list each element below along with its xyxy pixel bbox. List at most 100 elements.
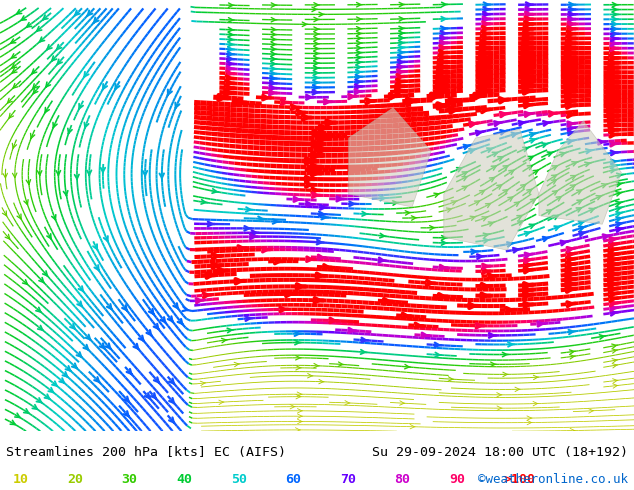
FancyArrowPatch shape (524, 103, 533, 107)
FancyArrowPatch shape (100, 343, 105, 349)
FancyArrowPatch shape (271, 57, 277, 61)
FancyArrowPatch shape (310, 168, 320, 172)
FancyArrowPatch shape (72, 364, 77, 368)
FancyArrowPatch shape (103, 84, 107, 90)
FancyArrowPatch shape (567, 131, 575, 135)
FancyArrowPatch shape (356, 70, 362, 74)
FancyArrowPatch shape (320, 205, 327, 210)
FancyArrowPatch shape (56, 171, 60, 175)
FancyArrowPatch shape (552, 180, 557, 184)
FancyArrowPatch shape (30, 133, 35, 139)
FancyArrowPatch shape (306, 95, 313, 99)
FancyArrowPatch shape (567, 31, 576, 36)
FancyArrowPatch shape (319, 12, 325, 17)
FancyArrowPatch shape (399, 41, 405, 45)
FancyArrowPatch shape (487, 148, 494, 152)
FancyArrowPatch shape (566, 89, 576, 94)
FancyArrowPatch shape (560, 152, 567, 156)
FancyArrowPatch shape (612, 31, 618, 36)
FancyArrowPatch shape (270, 81, 277, 85)
FancyArrowPatch shape (437, 89, 448, 94)
FancyArrowPatch shape (441, 26, 448, 31)
FancyArrowPatch shape (526, 7, 533, 12)
FancyArrowPatch shape (611, 51, 618, 55)
FancyArrowPatch shape (320, 126, 329, 130)
FancyArrowPatch shape (63, 372, 68, 377)
FancyArrowPatch shape (314, 131, 323, 135)
FancyArrowPatch shape (569, 350, 576, 354)
FancyArrowPatch shape (262, 247, 270, 252)
FancyArrowPatch shape (560, 241, 568, 245)
FancyArrowPatch shape (280, 307, 288, 312)
FancyArrowPatch shape (471, 249, 478, 254)
FancyArrowPatch shape (547, 210, 552, 214)
FancyArrowPatch shape (524, 26, 533, 31)
FancyArrowPatch shape (13, 173, 17, 178)
FancyArrowPatch shape (380, 233, 386, 238)
FancyArrowPatch shape (94, 377, 100, 382)
FancyArrowPatch shape (271, 3, 277, 7)
FancyArrowPatch shape (238, 246, 246, 250)
FancyArrowPatch shape (258, 217, 264, 221)
FancyArrowPatch shape (483, 12, 490, 17)
FancyArrowPatch shape (609, 119, 618, 123)
FancyArrowPatch shape (115, 84, 119, 90)
FancyArrowPatch shape (399, 17, 405, 21)
FancyArrowPatch shape (611, 41, 618, 46)
FancyArrowPatch shape (378, 258, 386, 262)
FancyArrowPatch shape (608, 95, 618, 99)
FancyArrowPatch shape (297, 414, 302, 418)
FancyArrowPatch shape (438, 70, 448, 74)
FancyArrowPatch shape (441, 31, 448, 36)
FancyArrowPatch shape (616, 201, 623, 206)
FancyArrowPatch shape (399, 36, 405, 40)
FancyArrowPatch shape (567, 258, 575, 262)
FancyArrowPatch shape (484, 239, 490, 243)
FancyArrowPatch shape (314, 364, 320, 368)
FancyArrowPatch shape (84, 345, 89, 350)
FancyArrowPatch shape (318, 255, 326, 260)
FancyArrowPatch shape (403, 314, 411, 318)
FancyArrowPatch shape (482, 36, 490, 41)
FancyArrowPatch shape (566, 70, 576, 74)
FancyArrowPatch shape (167, 90, 172, 95)
FancyArrowPatch shape (228, 42, 234, 47)
FancyArrowPatch shape (200, 381, 205, 386)
FancyArrowPatch shape (75, 10, 80, 16)
FancyArrowPatch shape (12, 64, 16, 68)
FancyArrowPatch shape (26, 180, 30, 184)
FancyArrowPatch shape (313, 142, 323, 146)
FancyArrowPatch shape (566, 268, 575, 272)
FancyArrowPatch shape (107, 304, 112, 309)
FancyArrowPatch shape (609, 258, 618, 262)
FancyArrowPatch shape (609, 287, 618, 292)
FancyArrowPatch shape (489, 177, 495, 182)
FancyArrowPatch shape (435, 352, 441, 357)
FancyArrowPatch shape (525, 17, 533, 22)
FancyArrowPatch shape (320, 136, 329, 141)
FancyArrowPatch shape (427, 281, 435, 285)
FancyArrowPatch shape (212, 189, 219, 193)
FancyArrowPatch shape (397, 79, 405, 84)
FancyArrowPatch shape (52, 381, 57, 386)
FancyArrowPatch shape (345, 401, 350, 405)
FancyArrowPatch shape (543, 121, 550, 125)
FancyArrowPatch shape (204, 293, 211, 297)
FancyArrowPatch shape (533, 375, 539, 380)
FancyArrowPatch shape (616, 182, 623, 187)
FancyArrowPatch shape (173, 303, 178, 309)
FancyArrowPatch shape (481, 84, 490, 89)
FancyArrowPatch shape (227, 61, 234, 66)
FancyArrowPatch shape (609, 282, 618, 287)
FancyArrowPatch shape (481, 89, 490, 94)
FancyArrowPatch shape (533, 401, 538, 406)
FancyArrowPatch shape (313, 71, 320, 75)
FancyArrowPatch shape (440, 46, 448, 50)
FancyArrowPatch shape (448, 377, 454, 381)
FancyArrowPatch shape (538, 322, 545, 326)
FancyArrowPatch shape (271, 37, 277, 42)
FancyArrowPatch shape (46, 82, 51, 87)
FancyArrowPatch shape (356, 26, 362, 31)
FancyArrowPatch shape (513, 248, 521, 252)
FancyArrowPatch shape (356, 75, 362, 79)
